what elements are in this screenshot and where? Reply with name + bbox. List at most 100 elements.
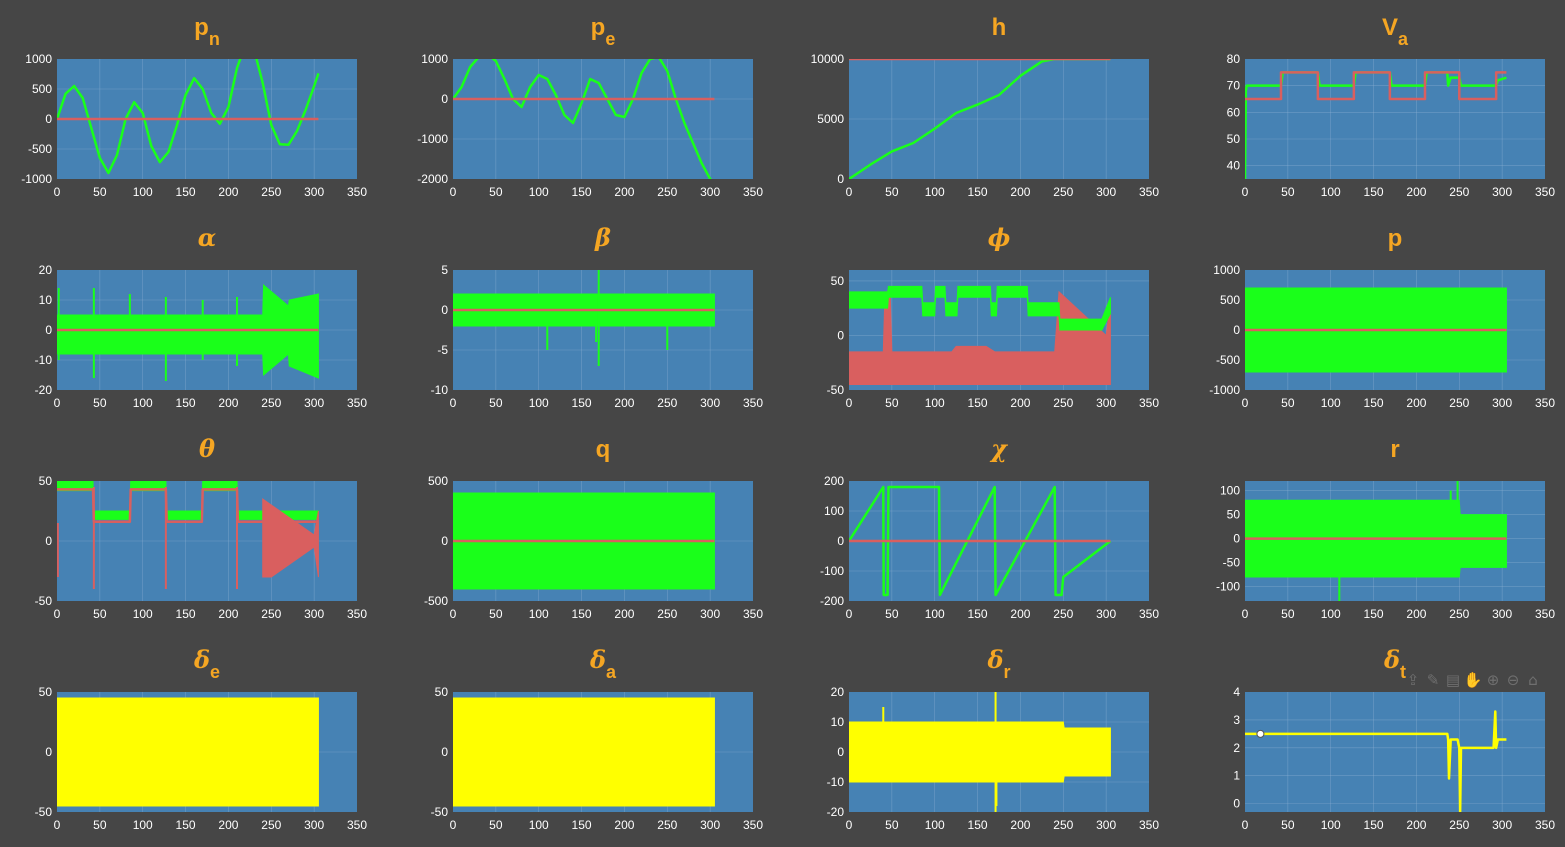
subplot-dr[interactable]: 0 50 100 150 200 250 300 350 -20 -10 0 10 20 δr <box>827 645 1160 832</box>
series-band <box>849 290 1111 386</box>
export-icon[interactable]: ⇪ <box>1407 671 1420 689</box>
subplot-dt[interactable]: 0 50 100 150 200 250 300 350 0 1 2 3 4 δt <box>1233 645 1555 832</box>
x-tick-label: 150 <box>176 607 196 621</box>
y-tick-label: -10 <box>827 775 845 789</box>
subplot-title-subscript: a <box>1398 29 1409 49</box>
y-tick-label: 50 <box>435 685 449 699</box>
subplot-title-subscript: n <box>209 29 220 49</box>
x-tick-label: 50 <box>93 818 107 832</box>
subplot-r[interactable]: 0 50 100 150 200 250 300 350 -100 -50 0 50 100 r <box>1216 436 1555 621</box>
plot-area <box>849 59 1111 179</box>
x-tick-label: 250 <box>1053 818 1073 832</box>
y-tick-label: -1000 <box>21 172 52 186</box>
x-tick-label: 50 <box>93 185 107 199</box>
subplot-title: δt <box>1383 645 1406 682</box>
subplot-p[interactable]: 0 50 100 150 200 250 300 350 -1000 -500 0 500 1000 p <box>1209 225 1555 410</box>
series-band <box>849 285 1111 331</box>
x-tick-label: 300 <box>304 185 324 199</box>
y-tick-label: 0 <box>1233 323 1240 337</box>
x-tick-label: 350 <box>1139 818 1159 832</box>
x-tick-label: 150 <box>1364 396 1384 410</box>
y-tick-label: -1000 <box>417 132 448 146</box>
subplot-title: θ <box>199 434 215 463</box>
x-tick-label: 200 <box>1010 185 1030 199</box>
zoom-out-icon[interactable]: ⊖ <box>1507 671 1520 689</box>
subplot-title: δe <box>193 645 220 682</box>
x-tick-label: 250 <box>1449 396 1469 410</box>
subplot-title: h <box>992 14 1007 41</box>
y-tick-label: -50 <box>431 805 449 819</box>
x-tick-label: 200 <box>614 396 634 410</box>
x-tick-label: 250 <box>1053 396 1073 410</box>
plot-area <box>453 270 715 366</box>
zoom-in-icon[interactable]: ⊕ <box>1487 671 1500 689</box>
axes-toolbar[interactable]: ⇪ ✎ ▤ ✋ ⊕ ⊖ ⌂ <box>1407 671 1538 689</box>
x-tick-label: 0 <box>450 185 457 199</box>
plot-area <box>849 485 1112 597</box>
x-tick-label: 200 <box>614 818 634 832</box>
x-tick-label: 0 <box>450 607 457 621</box>
y-tick-label: 5 <box>441 263 448 277</box>
x-tick-label: 0 <box>1242 185 1249 199</box>
x-tick-label: 200 <box>1406 185 1426 199</box>
subplot-title-subscript: e <box>210 662 220 682</box>
y-tick-label: -10 <box>431 383 449 397</box>
subplot-alpha[interactable]: 0 50 100 150 200 250 300 350 -20 -10 0 10 20 α <box>35 223 368 410</box>
y-tick-label: 70 <box>1227 79 1241 93</box>
subplot-pe[interactable]: 0 50 100 150 200 250 300 350 -2000 -1000 0 1000 pe <box>417 14 763 199</box>
x-tick-label: 350 <box>347 818 367 832</box>
plot-area <box>57 283 319 381</box>
y-tick-label: 1000 <box>1213 263 1240 277</box>
x-tick-label: 150 <box>572 185 592 199</box>
x-tick-label: 0 <box>1242 396 1249 410</box>
series-line <box>453 59 712 179</box>
x-tick-label: 200 <box>1010 396 1030 410</box>
x-tick-label: 50 <box>489 185 503 199</box>
y-tick-label: -20 <box>35 383 53 397</box>
y-tick-label: 0 <box>45 323 52 337</box>
y-tick-label: 0 <box>1233 797 1240 811</box>
plot-area <box>1245 710 1507 812</box>
y-tick-label: -500 <box>28 142 52 156</box>
data-marker[interactable] <box>1256 729 1265 738</box>
subplot-va[interactable]: 0 50 100 150 200 250 300 350 40 50 60 70 80 Va <box>1227 14 1556 199</box>
y-tick-label: 1000 <box>421 52 448 66</box>
series-line <box>849 59 1111 179</box>
series-band <box>57 283 319 379</box>
x-tick-label: 350 <box>1535 396 1555 410</box>
subplot-pn[interactable]: 0 50 100 150 200 250 300 350 -1000 -500 0 500 1000 pn <box>21 14 367 199</box>
home-icon[interactable]: ⌂ <box>1528 671 1538 689</box>
x-tick-label: 300 <box>700 185 720 199</box>
x-tick-label: 250 <box>261 185 281 199</box>
subplot-chi[interactable]: 0 50 100 150 200 250 300 350 -200 -100 0 100 200 χ <box>820 434 1159 621</box>
subplot-title: pe <box>591 14 616 49</box>
y-tick-label: 50 <box>831 274 845 288</box>
x-tick-label: 350 <box>743 818 763 832</box>
subplot-title-subscript: t <box>1400 662 1406 682</box>
subplot-h[interactable]: 0 50 100 150 200 250 300 350 0 5000 10000 h <box>811 14 1160 199</box>
x-tick-label: 100 <box>925 818 945 832</box>
data-tips-icon[interactable]: ▤ <box>1446 671 1460 689</box>
subplot-beta[interactable]: 0 50 100 150 200 250 300 350 -10 -5 0 5 β <box>431 223 764 410</box>
y-tick-label: -20 <box>827 805 845 819</box>
subplot-title: q <box>596 436 611 463</box>
x-tick-label: 50 <box>885 396 899 410</box>
x-tick-label: 250 <box>657 607 677 621</box>
x-tick-label: 0 <box>846 818 853 832</box>
brush-icon[interactable]: ✎ <box>1427 671 1440 689</box>
subplot-title: α <box>198 223 216 252</box>
x-tick-label: 250 <box>657 396 677 410</box>
y-tick-label: 0 <box>441 92 448 106</box>
x-tick-label: 200 <box>218 185 238 199</box>
x-tick-label: 250 <box>1449 607 1469 621</box>
y-tick-label: 500 <box>428 474 448 488</box>
pan-icon[interactable]: ✋ <box>1464 671 1483 689</box>
x-tick-label: 100 <box>529 396 549 410</box>
y-tick-label: -1000 <box>1209 383 1240 397</box>
x-tick-label: 100 <box>529 185 549 199</box>
